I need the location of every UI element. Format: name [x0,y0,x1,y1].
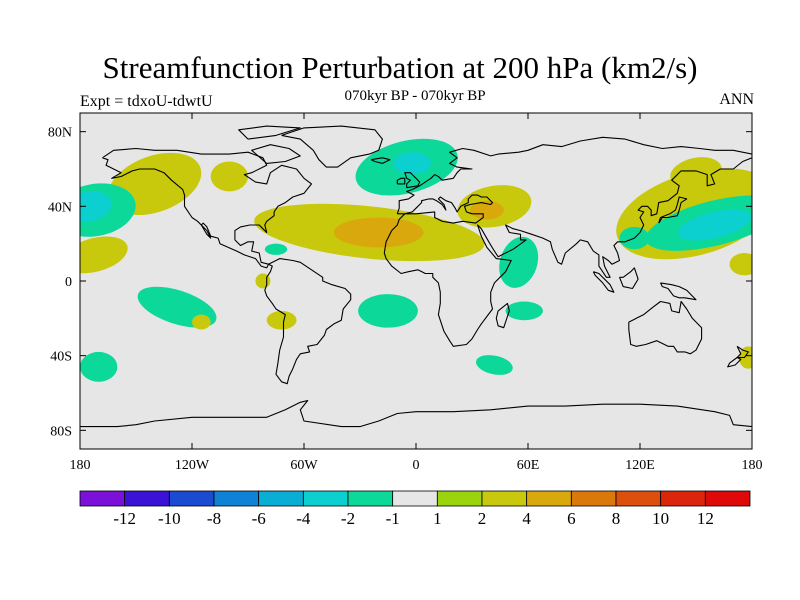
coastline-greenland [281,125,383,168]
axis-ticks: 180 120W 60W 0 60E 120E 180 80N 40N 0 40S 80S [48,113,763,473]
coastline-sumatra [592,271,615,293]
colorbar-label: 12 [697,509,714,528]
contour-region-satl-neg [358,294,418,328]
colorbar-swatch [481,490,528,507]
colorbar-swatch [124,490,170,507]
x-tick-label: 120E [625,458,655,473]
coastline-baffin [251,144,301,164]
colorbar-swatch [392,490,438,507]
contour-region-alaska-patch [210,161,248,192]
x-tick-label: 0 [413,458,420,473]
coastline-japan [658,196,688,224]
colorbar-label: -2 [341,509,355,528]
y-tick-label: 0 [65,275,72,290]
colorbar-swatch [168,490,215,507]
coastline-iceland [370,157,391,164]
chart-subtitle: 070kyr BP - 070kyr BP [344,88,486,104]
coastline-new-zealand [736,345,749,359]
season-label: ANN [719,91,754,108]
coastline-ireland [396,177,406,185]
colorbar-swatch [213,490,260,507]
coastline-ellesmere [238,125,301,140]
coastline-antarctica [80,399,752,428]
x-tick-label: 60E [517,458,540,473]
coastline-nz-south [727,357,742,368]
y-tick-label: 40S [50,350,72,365]
colorbar: -12 -10 -8 -6 -4 -2 -1 1 2 4 6 8 10 12 [79,490,751,528]
y-tick-label: 80S [50,424,72,439]
contour-region-w-pac-pos [729,253,752,276]
colorbar-label: -1 [386,509,400,528]
colorbar-swatch [526,490,572,507]
colorbar-label: -4 [296,509,311,528]
contour-regions [80,138,752,382]
chart-title: Streamfunction Perturbation at 200 hPa (… [102,50,698,85]
colorbar-label: 4 [522,509,531,528]
colorbar-swatch [302,490,349,507]
coastline-borneo [618,267,639,290]
x-tick-label: 60W [290,458,318,473]
contour-region-samer-south-pos [266,310,297,330]
contour-region-spac-pos [192,314,211,330]
colorbar-swatch [258,490,304,507]
colorbar-swatch [660,490,706,507]
contour-region-siberia-pos [670,157,722,189]
y-tick-label: 40N [48,200,72,215]
colorbar-label: 1 [433,509,442,528]
x-tick-label: 180 [70,458,91,473]
contour-region-caribbean-neg [264,243,288,255]
colorbar-label: -8 [207,509,221,528]
colorbar-swatch [79,490,126,507]
colorbar-swatch [347,490,394,507]
contour-region-nwpac-neg-core [678,209,752,241]
colorbar-swatch [704,490,751,507]
contour-region-asia-pos-core [470,200,504,220]
y-tick-label: 80N [48,126,72,141]
contour-region-indian-neg [505,301,543,321]
colorbar-label: 6 [567,509,576,528]
contour-region-npac-neg-core [80,191,112,222]
contour-region-sopac-neg [80,351,118,382]
contour-region-npac-subtrop [80,236,128,274]
contour-region-soceanI-neg [476,355,513,375]
x-tick-label: 180 [742,458,763,473]
colorbar-label: -12 [113,509,136,528]
contour-region-natl-pos-core [333,217,424,248]
x-tick-label: 120W [175,458,210,473]
coastline-north-america [102,147,313,269]
coastline-britain [404,172,421,189]
coastlines [80,125,752,428]
coastline-australia [628,300,703,355]
colorbar-label: 10 [652,509,669,528]
coastline-south-america [264,258,352,385]
experiment-label: Expt = tdxoU-tdwtU [80,93,213,110]
colorbar-label: -10 [158,509,181,528]
coastline-eurasia-africa [383,136,752,347]
colorbar-label: -6 [252,509,266,528]
colorbar-swatch [570,490,617,507]
coastline-new-guinea [660,282,697,301]
contour-region-natl-neg-core [393,152,431,175]
colorbar-label: 8 [612,509,621,528]
coastline-madagascar [495,302,510,329]
colorbar-swatch [615,490,662,507]
contour-region-arabia-neg [499,236,539,288]
colorbar-label: 2 [478,509,487,528]
colorbar-swatch [436,490,483,507]
